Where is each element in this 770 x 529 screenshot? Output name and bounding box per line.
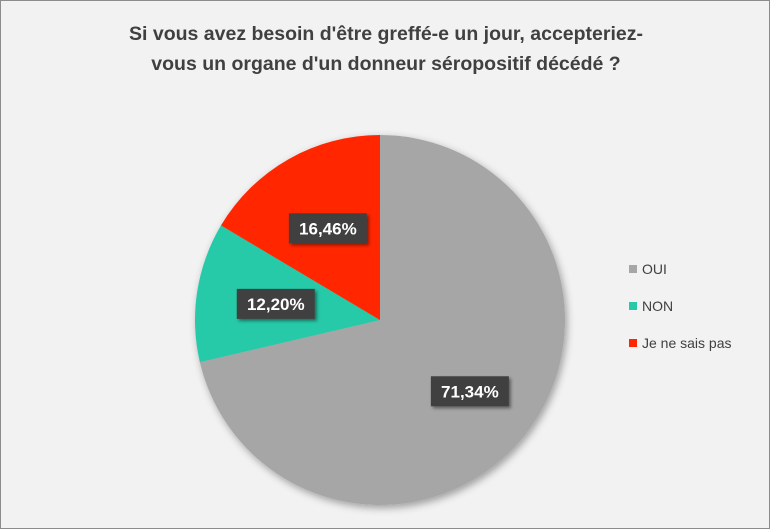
chart-title-line-1: Si vous avez besoin d'être greffé-e un j…: [129, 23, 643, 45]
legend-label-oui: OUI: [642, 261, 667, 277]
data-label-box-je-ne-sais-pas: [288, 213, 367, 244]
pie-slice-oui: [199, 135, 566, 506]
legend-swatch-je-ne-sais-pas: [629, 339, 637, 347]
pie-data-labels: 71,34% 12,20% 16,46%: [236, 213, 509, 407]
data-label-box-oui: [430, 376, 509, 407]
legend-swatch-non: [629, 302, 637, 310]
legend-item-non: NON: [629, 296, 732, 316]
legend-item-je-ne-sais-pas: Je ne sais pas: [629, 333, 732, 353]
data-label-text-oui: 71,34%: [441, 382, 499, 401]
legend-swatch-oui: [629, 265, 637, 273]
data-label-text-non: 12,20%: [247, 295, 305, 314]
data-label-text-je-ne-sais-pas: 16,46%: [299, 219, 357, 238]
legend-label-je-ne-sais-pas: Je ne sais pas: [642, 335, 732, 351]
data-label-non: 12,20%: [236, 288, 315, 319]
legend-label-non: NON: [642, 298, 674, 314]
data-label-oui: 71,34%: [430, 376, 509, 407]
pie-slices: [195, 135, 566, 506]
chart-title-line-2: vous un organe d'un donneur séropositif …: [151, 53, 621, 75]
legend-item-oui: OUI: [629, 259, 732, 279]
chart-title: Si vous avez besoin d'être greffé-e un j…: [41, 19, 731, 79]
legend: OUI NON Je ne sais pas: [629, 259, 732, 370]
data-label-je-ne-sais-pas: 16,46%: [288, 213, 367, 244]
data-label-box-non: [236, 288, 315, 319]
